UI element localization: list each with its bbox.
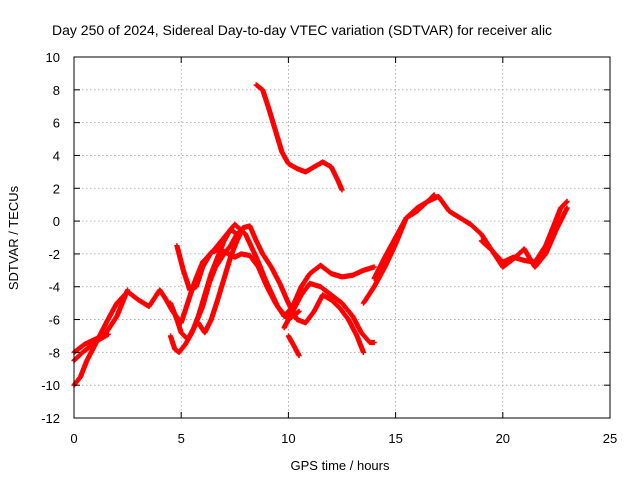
y-tick-label: -12: [41, 411, 60, 426]
y-tick-label: 4: [53, 148, 60, 163]
data-points: [71, 82, 570, 388]
y-tick-label: -6: [48, 313, 60, 328]
y-axis-label: SDTVAR / TECUs: [6, 185, 21, 290]
chart-title: Day 250 of 2024, Sidereal Day-to-day VTE…: [52, 22, 552, 38]
y-tick-label: 6: [53, 116, 60, 131]
y-tick-label: 0: [53, 214, 60, 229]
series-12: [478, 205, 570, 270]
x-axis-label: GPS time / hours: [291, 458, 390, 473]
series-11-markers: [371, 192, 437, 282]
y-tick-label: 10: [46, 50, 60, 65]
x-tick-label: 5: [178, 431, 185, 446]
series-6-markers: [195, 223, 366, 355]
y-tick-label: -4: [48, 280, 60, 295]
series-11: [371, 192, 437, 282]
series-0-markers: [71, 221, 302, 388]
series-9-markers: [253, 82, 345, 193]
series-12-markers: [478, 205, 570, 270]
series-6: [195, 223, 366, 355]
x-tick-label: 0: [70, 431, 77, 446]
x-tick-label: 20: [496, 431, 510, 446]
x-tick-label: 10: [281, 431, 295, 446]
y-tick-label: -2: [48, 247, 60, 262]
x-tick-label: 15: [388, 431, 402, 446]
series-7: [285, 333, 302, 359]
plot-frame: [73, 56, 611, 419]
y-tick-label: 8: [53, 83, 60, 98]
y-axis-ticks: -12 -10 -8 -6 -4 -2 0 2 4 6 8 10: [41, 50, 610, 426]
series-9: [253, 82, 345, 193]
y-tick-label: 2: [53, 181, 60, 196]
series-8: [281, 280, 377, 346]
series-7-markers: [285, 333, 302, 359]
series-5: [167, 225, 246, 355]
series-8-markers: [281, 280, 377, 346]
series-5-markers: [167, 225, 246, 355]
series-0: [71, 221, 302, 388]
series-10: [360, 193, 570, 306]
series-10-markers: [360, 193, 570, 306]
y-tick-label: -8: [48, 345, 60, 360]
x-tick-label: 25: [603, 431, 617, 446]
y-tick-label: -10: [41, 378, 60, 393]
grid-lines: [74, 57, 610, 418]
x-axis-ticks: 0 5 10 15 20 25: [70, 57, 617, 446]
